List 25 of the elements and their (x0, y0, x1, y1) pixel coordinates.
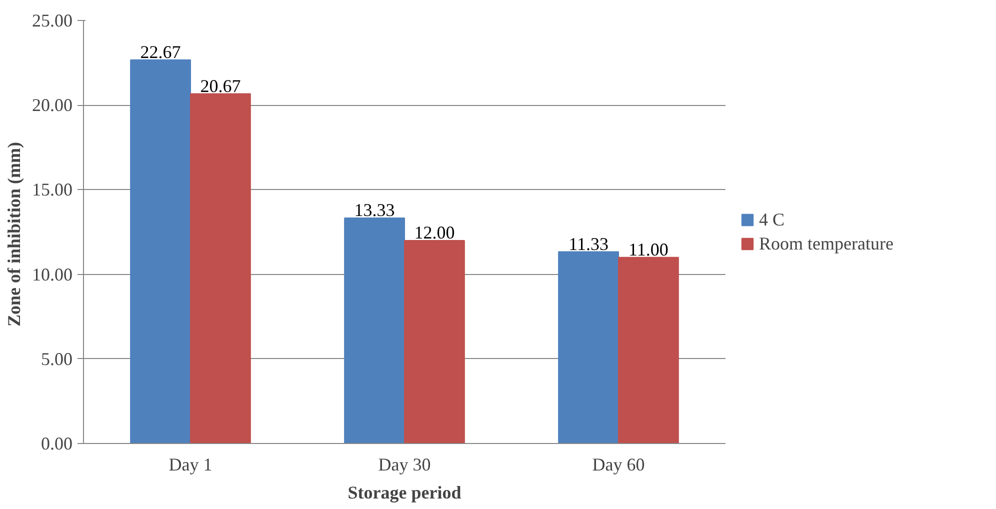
bar (618, 256, 679, 444)
bar (558, 251, 619, 444)
data-label: 11.33 (568, 234, 608, 254)
data-label: 13.33 (354, 200, 395, 220)
data-label: 20.67 (200, 76, 241, 96)
x-tick-label: Day 30 (378, 454, 431, 474)
legend-label: 4 C (759, 209, 785, 230)
data-label: 22.67 (140, 42, 181, 62)
bar (344, 217, 405, 444)
data-label: 11.00 (628, 239, 668, 260)
legend-label: Room temperature (759, 233, 894, 254)
x-tick-label: Day 60 (592, 454, 645, 474)
y-tick-label: 15.00 (32, 180, 72, 200)
y-axis-title: Zone of inhibition (mm) (4, 142, 24, 327)
y-tick-label: 0.00 (41, 434, 72, 454)
data-label: 12.00 (414, 222, 455, 242)
bar (130, 59, 191, 444)
y-tick-label: 20.00 (32, 95, 72, 116)
y-tick-label: 10.00 (32, 264, 72, 284)
bar (404, 240, 465, 444)
x-tick-label: Day 1 (168, 454, 212, 474)
y-tick-label: 25.00 (32, 10, 72, 30)
y-tick-label: 5.00 (41, 348, 72, 369)
x-axis-title: Storage period (348, 482, 462, 502)
bar (190, 93, 251, 444)
